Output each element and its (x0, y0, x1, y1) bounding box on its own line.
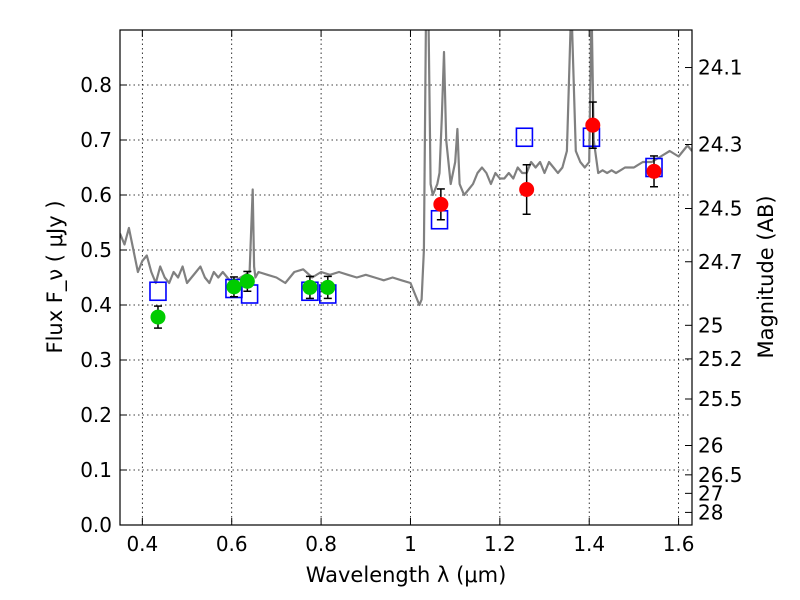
magnitude-tick-label: 24.5 (698, 197, 743, 221)
magnitude-tick-label: 25.5 (698, 387, 743, 411)
optical-data-point (302, 279, 318, 295)
x-tick-label: 0.4 (126, 532, 158, 556)
magnitude-tick-label: 27 (698, 481, 723, 505)
nir-data-point (519, 182, 535, 197)
magnitude-tick-label: 26 (698, 434, 723, 458)
x-tick-label: 1.4 (573, 532, 605, 556)
y-tick-label: 0.8 (80, 73, 112, 97)
y-axis-title: Flux F_ν ( μJy ) (43, 200, 68, 353)
x-tick-label: 0.6 (216, 532, 248, 556)
y-tick-label: 0.7 (80, 128, 112, 152)
y-tick-label: 0.5 (80, 238, 112, 262)
x-tick-label: 1.2 (484, 532, 516, 556)
optical-data-point (226, 279, 242, 295)
magnitude-axis-title: Magnitude (AB) (754, 195, 778, 358)
nir-data-point (585, 117, 601, 133)
x-tick-label: 0.8 (305, 532, 337, 556)
x-axis-title: Wavelength λ (μm) (306, 563, 507, 587)
x-tick-label: 1.6 (663, 532, 695, 556)
nir-data-point (646, 163, 662, 179)
optical-data-point (239, 273, 255, 289)
y-axis-ticks: 0.0 0.1 0.2 0.3 0.4 0.5 0.6 0.7 0.8 (80, 73, 127, 537)
magnitude-tick-label: 24.7 (698, 250, 743, 274)
model-photometry-square (149, 281, 167, 302)
plot-frame (119, 29, 693, 526)
y-tick-label: 0.1 (80, 458, 112, 482)
x-axis-ticks: 0.4 0.6 0.8 1 1.2 1.4 1.6 (126, 30, 695, 556)
y-tick-label: 0.3 (80, 348, 112, 372)
magnitude-tick-label: 25 (698, 313, 723, 337)
optical-data-point (320, 279, 336, 295)
magnitude-tick-label: 25.2 (698, 347, 743, 371)
model-photometry-square (515, 127, 534, 148)
nir-data-point (433, 196, 449, 212)
magnitude-tick-label: 24.3 (698, 132, 743, 156)
y-tick-label: 0.2 (80, 403, 112, 427)
optical-data-point (150, 309, 166, 325)
magnitude-tick-label: 26.5 (698, 463, 743, 487)
magnitude-tick-label: 28 (698, 500, 723, 524)
y-tick-label: 0.4 (80, 293, 112, 317)
error-bars (153, 101, 659, 329)
y-tick-label: 0.6 (80, 183, 112, 207)
observed-markers (150, 117, 662, 325)
model-spectrum-line (120, 30, 692, 307)
y-tick-label: 0.0 (80, 513, 112, 537)
x-tick-label: 1 (404, 532, 417, 556)
magnitude-tick-label: 24.1 (698, 56, 743, 80)
